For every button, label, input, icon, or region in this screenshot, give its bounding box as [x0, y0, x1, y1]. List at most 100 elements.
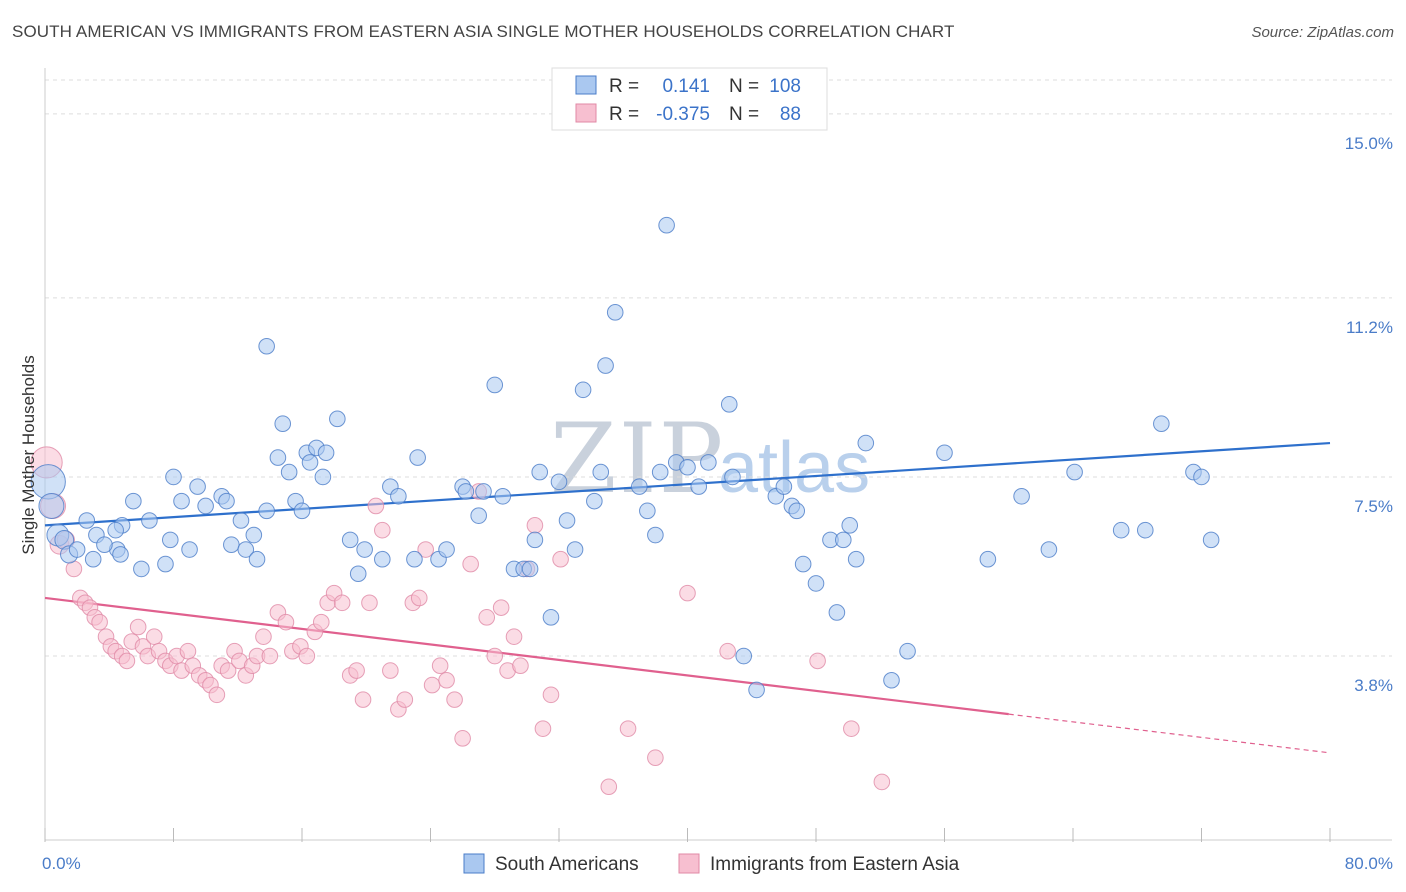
point-south-american	[438, 541, 455, 558]
point-south-american	[631, 478, 648, 495]
point-south-american	[406, 550, 423, 568]
point-south-american	[133, 560, 150, 578]
point-south-american	[788, 502, 806, 520]
point-south-american	[526, 531, 544, 549]
point-south-american	[724, 468, 741, 486]
point-south-american	[280, 463, 298, 481]
point-south-american	[84, 550, 102, 568]
bottom-legend-swatch-pink	[678, 853, 700, 874]
point-south-american	[293, 502, 311, 520]
point-eastern-asia	[361, 594, 378, 612]
point-south-american	[936, 444, 953, 462]
point-south-american	[374, 550, 391, 568]
point-south-american	[78, 512, 96, 529]
point-south-american	[1040, 541, 1058, 558]
point-eastern-asia	[129, 618, 147, 636]
point-eastern-asia	[298, 647, 316, 665]
point-south-american	[847, 550, 865, 568]
point-south-american	[807, 575, 825, 592]
point-south-american	[651, 463, 669, 481]
point-eastern-asia	[179, 642, 197, 660]
point-eastern-asia	[91, 613, 108, 631]
point-eastern-asia	[552, 550, 569, 568]
point-south-american	[735, 647, 753, 665]
point-eastern-asia	[462, 555, 479, 573]
point-eastern-asia	[255, 628, 272, 645]
point-south-american	[341, 531, 359, 549]
legend-box: R = 0.141 N = 108 R = -0.375 N = 88	[551, 67, 828, 131]
point-eastern-asia	[809, 652, 826, 670]
point-south-american	[486, 376, 504, 394]
point-south-american	[1153, 415, 1170, 432]
y-tick-label: 15.0%	[1345, 134, 1393, 153]
legend-swatch-blue	[575, 75, 597, 95]
point-south-american	[161, 531, 179, 549]
point-south-american	[1193, 468, 1210, 486]
point-eastern-asia	[438, 671, 455, 689]
point-south-american	[1202, 531, 1220, 549]
point-south-american	[700, 454, 717, 471]
point-south-american	[494, 488, 512, 505]
point-south-american	[157, 555, 174, 573]
point-south-american	[237, 541, 255, 558]
bottom-legend-label: South Americans	[495, 854, 639, 875]
point-south-american	[475, 483, 492, 500]
watermark-zip: ZIP	[550, 403, 725, 515]
legend-swatch-pink	[575, 103, 597, 123]
point-eastern-asia	[454, 730, 471, 747]
point-south-american	[690, 478, 708, 495]
y-tick-label: 7.5%	[1354, 497, 1393, 516]
point-eastern-asia	[492, 599, 510, 616]
bottom-legend: South Americans Immigrants from Eastern …	[463, 853, 960, 875]
point-south-american	[470, 507, 487, 524]
point-south-american	[181, 541, 198, 558]
point-south-american	[197, 497, 214, 515]
point-south-american	[68, 541, 86, 558]
point-south-american	[165, 468, 182, 486]
point-eastern-asia	[410, 589, 428, 607]
point-eastern-asia	[208, 686, 226, 704]
point-south-american	[232, 512, 250, 529]
point-south-american	[835, 531, 852, 549]
point-eastern-asia	[647, 749, 664, 767]
trend-line-eastern-asia-extension	[1008, 713, 1331, 754]
point-south-american	[566, 541, 584, 558]
point-eastern-asia	[312, 613, 330, 631]
point-south-american	[586, 492, 603, 510]
point-south-american	[542, 609, 560, 626]
point-eastern-asia	[619, 720, 637, 737]
x-tick-label: 80.0%	[1345, 854, 1393, 873]
point-south-american	[356, 541, 373, 558]
point-south-american	[314, 468, 332, 486]
point-eastern-asia	[505, 628, 523, 645]
y-tick-label: 11.2%	[1346, 318, 1393, 337]
point-south-american	[531, 463, 549, 481]
point-eastern-asia	[219, 662, 237, 679]
point-south-american	[125, 492, 142, 510]
point-south-american	[647, 526, 664, 544]
point-eastern-asia	[843, 720, 860, 737]
legend-n-value: 108	[769, 76, 801, 97]
point-south-american	[574, 381, 592, 399]
point-eastern-asia	[145, 628, 163, 645]
point-south-american	[349, 565, 367, 583]
point-eastern-asia	[526, 517, 544, 534]
point-south-american	[1112, 521, 1130, 539]
point-south-american	[96, 536, 113, 554]
y-axis-label: Single Mother Households	[19, 355, 38, 554]
point-south-american	[639, 502, 656, 520]
point-south-american	[979, 550, 997, 568]
source-label: Source: ZipAtlas.com	[1251, 24, 1394, 41]
point-south-american	[141, 512, 158, 529]
point-eastern-asia	[542, 686, 560, 704]
point-south-american	[658, 216, 675, 234]
point-eastern-asia	[333, 594, 351, 612]
point-south-american	[679, 458, 696, 476]
point-south-american	[218, 492, 235, 510]
point-eastern-asia	[65, 560, 83, 578]
point-south-american	[857, 434, 875, 452]
point-south-american	[107, 521, 124, 539]
point-eastern-asia	[873, 773, 891, 791]
point-south-american	[1013, 488, 1030, 505]
